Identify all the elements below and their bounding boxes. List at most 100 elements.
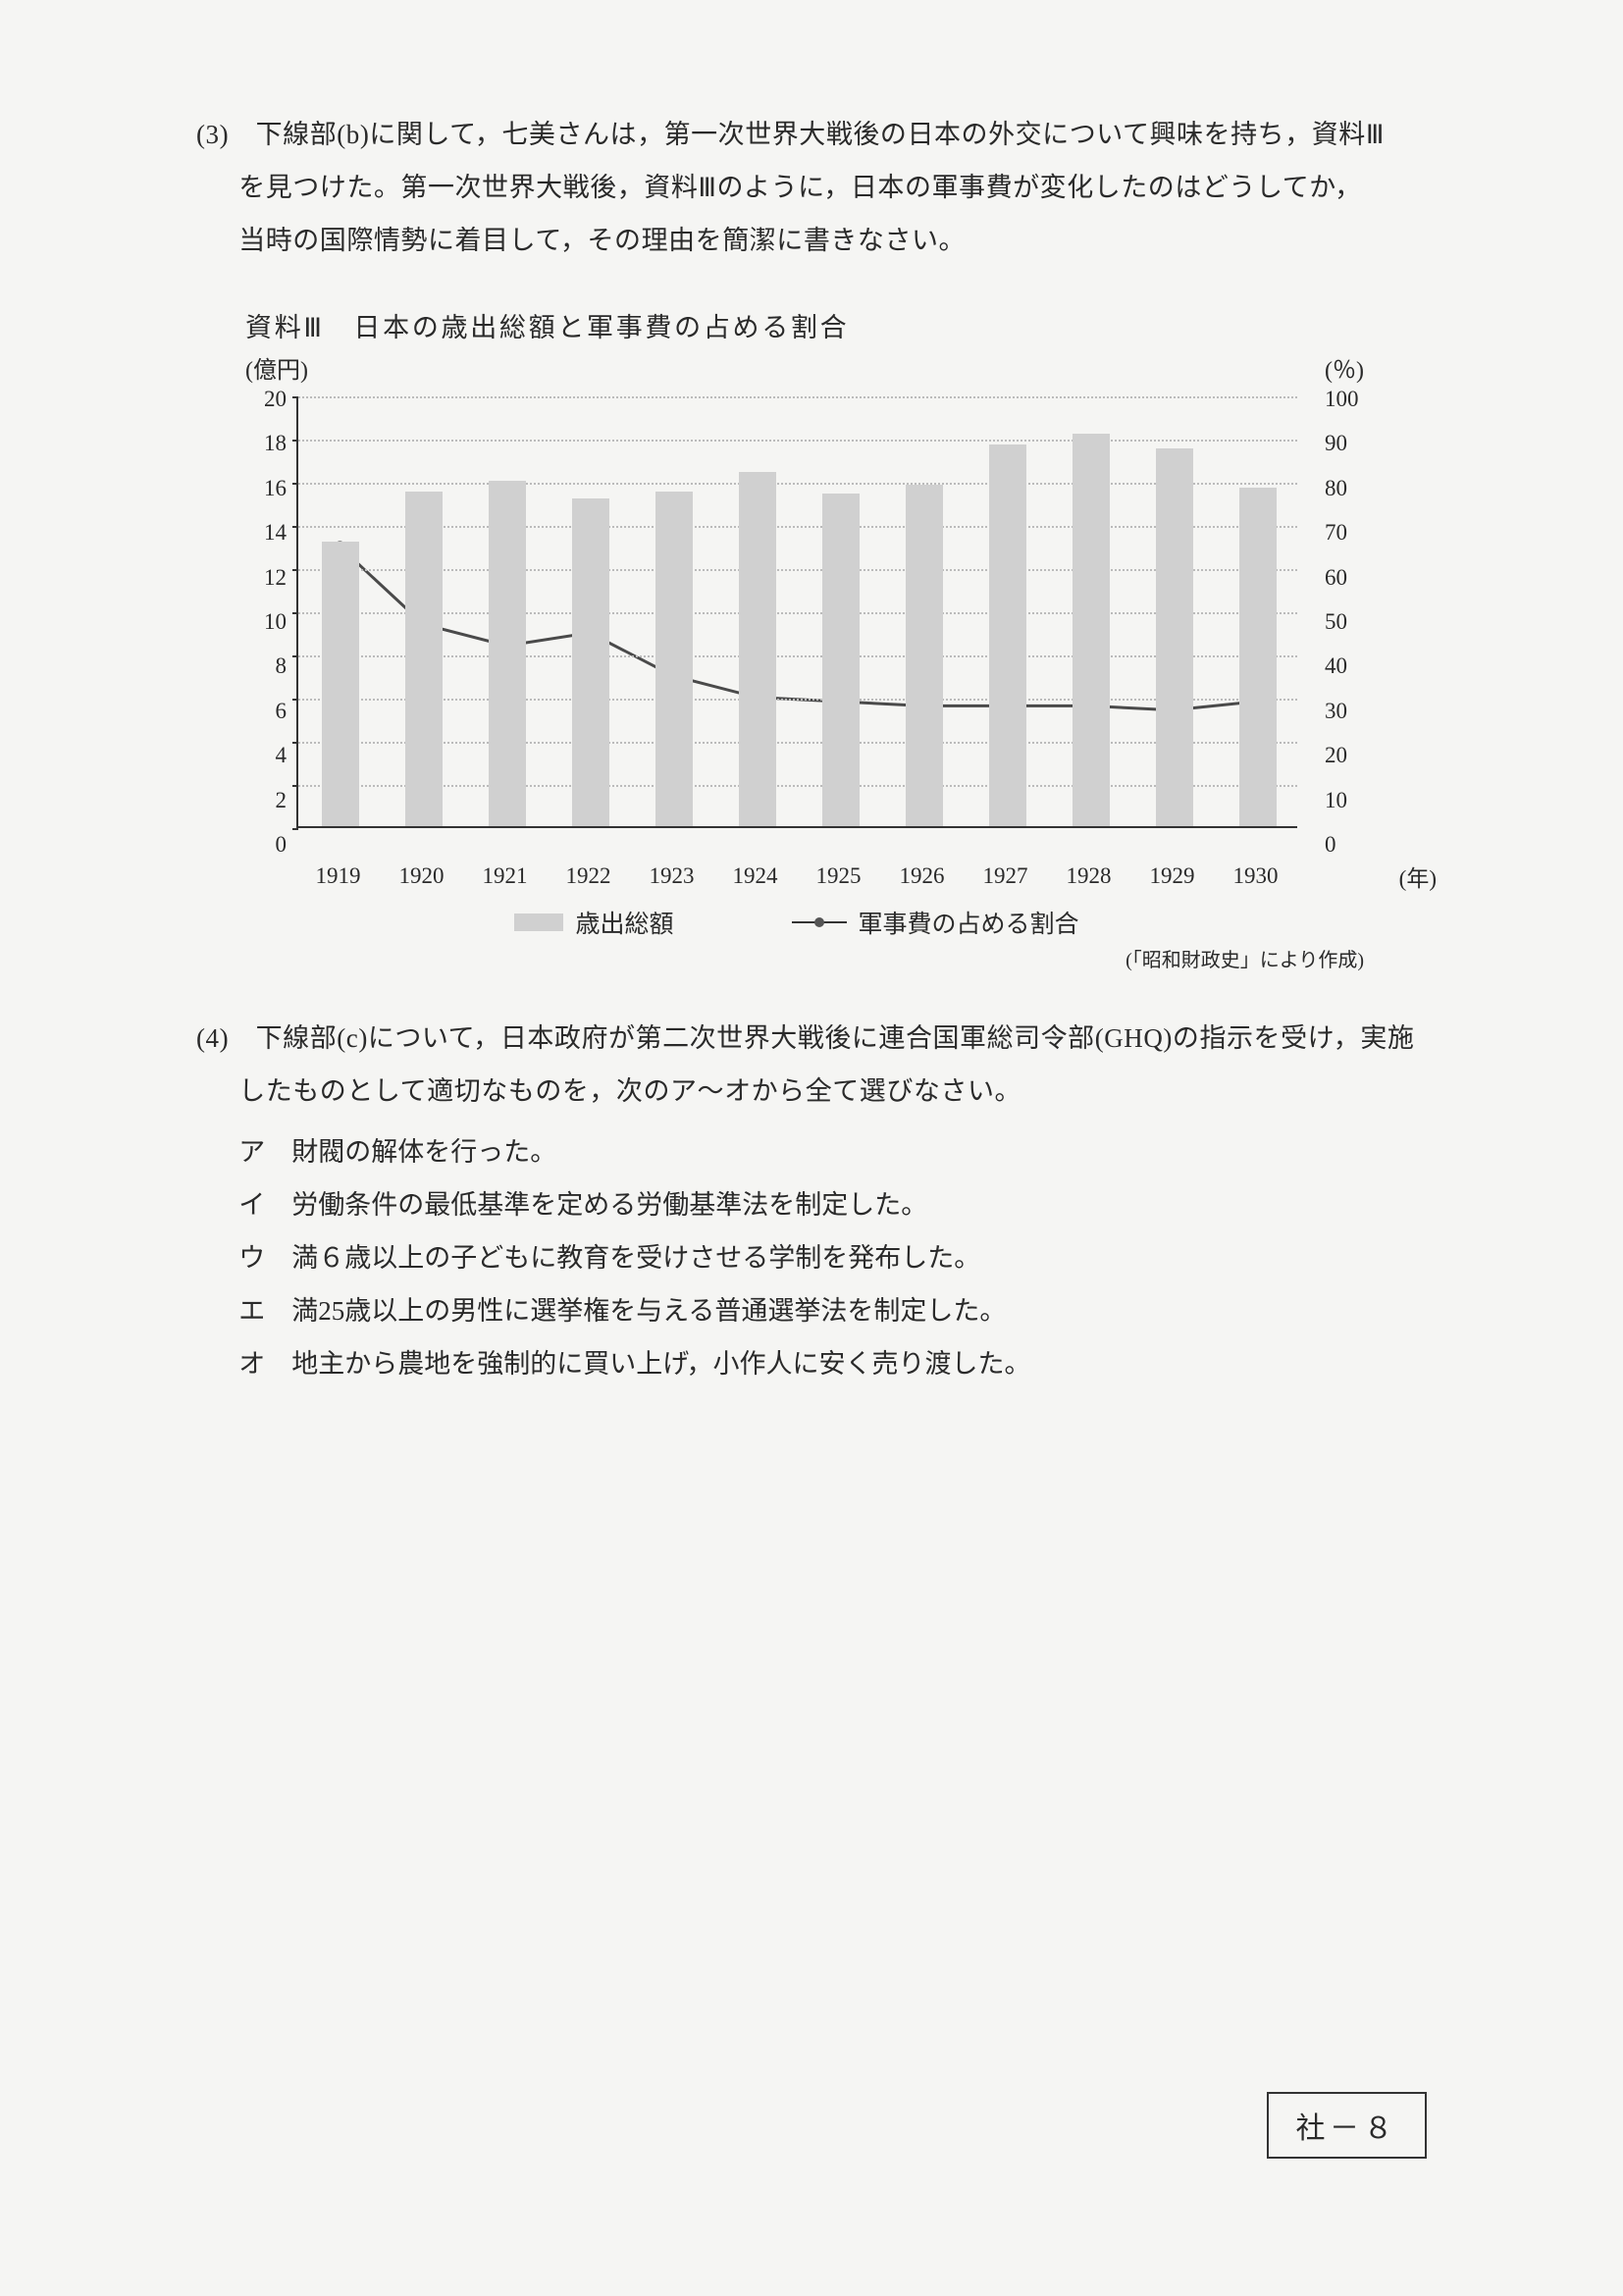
grid-line xyxy=(298,483,1297,485)
choice-item: イ 労働条件の最低基準を定める労働基準法を制定した。 xyxy=(196,1178,1446,1231)
grid-line xyxy=(298,785,1297,787)
q3-line1: (3) 下線部(b)に関して，七美さんは，第一次世界大戦後の日本の外交について興… xyxy=(196,108,1446,161)
legend-line-label: 軍事費の占める割合 xyxy=(859,905,1079,940)
bar xyxy=(1156,448,1193,826)
axis-notch xyxy=(292,742,298,744)
x-label: 1924 xyxy=(733,863,778,889)
bar xyxy=(739,472,776,826)
legend-bar-swatch xyxy=(514,913,563,931)
y-right-tick: 50 xyxy=(1325,609,1374,635)
line-series xyxy=(298,396,1297,826)
x-label: 1926 xyxy=(900,863,945,889)
chart-legend: 歳出総額 軍事費の占める割合 xyxy=(296,905,1297,940)
legend-bar-item: 歳出総額 xyxy=(514,905,673,940)
y-left-tick: 16 xyxy=(237,476,287,501)
bar xyxy=(489,481,526,826)
x-label: 1923 xyxy=(650,863,695,889)
grid-line xyxy=(298,612,1297,614)
y-right-tick: 80 xyxy=(1325,476,1374,501)
exam-page: (3) 下線部(b)に関して，七美さんは，第一次世界大戦後の日本の外交について興… xyxy=(0,0,1623,1488)
y-left-tick: 20 xyxy=(237,387,287,412)
axis-notch xyxy=(292,569,298,571)
x-axis-labels: 1919 1920 1921 1922 1923 1924 1925 1926 1927 1928… xyxy=(296,863,1297,893)
bar xyxy=(1239,488,1277,826)
y-right-tick: 100 xyxy=(1325,387,1374,412)
grid-line xyxy=(298,699,1297,701)
bar xyxy=(822,494,860,826)
y-left-tick: 8 xyxy=(237,653,287,679)
chart-area: 20181614121086420 1009080706050403020100… xyxy=(245,387,1364,858)
choice-item: エ 満25歳以上の男性に選挙権を与える普通選挙法を制定した。 xyxy=(196,1284,1446,1337)
x-unit: (年) xyxy=(1399,860,1437,893)
y-right-tick: 60 xyxy=(1325,565,1374,591)
y-left-tick: 2 xyxy=(237,788,287,813)
x-label: 1922 xyxy=(566,863,611,889)
axis-notch xyxy=(292,396,298,398)
y-right-tick: 10 xyxy=(1325,788,1374,813)
x-label: 1920 xyxy=(399,863,445,889)
bar xyxy=(906,485,943,826)
y-right-tick: 70 xyxy=(1325,520,1374,546)
y-left-tick: 12 xyxy=(237,565,287,591)
plot-area xyxy=(296,396,1297,828)
x-label: 1929 xyxy=(1150,863,1195,889)
grid-line xyxy=(298,742,1297,744)
bar xyxy=(1073,434,1110,826)
line-path xyxy=(340,547,1255,709)
y-right-tick: 20 xyxy=(1325,743,1374,768)
choice-item: ア 財閥の解体を行った。 xyxy=(196,1125,1446,1178)
y-left-tick: 4 xyxy=(237,743,287,768)
chart-title: 資料Ⅲ 日本の歳出総額と軍事費の占める割合 xyxy=(245,306,1446,344)
y-axis-left: 20181614121086420 xyxy=(237,387,287,858)
y-right-tick: 90 xyxy=(1325,431,1374,456)
grid-line xyxy=(298,569,1297,571)
axis-notch xyxy=(292,785,298,787)
grid-line xyxy=(298,655,1297,657)
chart-block: 資料Ⅲ 日本の歳出総額と軍事費の占める割合 (億円) (％) 201816141… xyxy=(245,306,1446,972)
x-label: 1927 xyxy=(983,863,1028,889)
choice-item: オ 地主から農地を強制的に買い上げ，小作人に安く売り渡した。 xyxy=(196,1337,1446,1390)
y-left-tick: 10 xyxy=(237,609,287,635)
x-label: 1925 xyxy=(816,863,862,889)
grid-line xyxy=(298,396,1297,398)
x-label: 1928 xyxy=(1067,863,1112,889)
y-right-tick: 0 xyxy=(1325,832,1374,858)
y-right-tick: 40 xyxy=(1325,653,1374,679)
question-4: (4) 下線部(c)について，日本政府が第二次世界大戦後に連合国軍総司令部(GH… xyxy=(196,1012,1446,1390)
q4-line2: したものとして適切なものを，次のア〜オから全て選びなさい。 xyxy=(196,1065,1446,1118)
axis-notch xyxy=(292,699,298,701)
bar xyxy=(322,542,359,826)
y-left-tick: 0 xyxy=(237,832,287,858)
q3-line3: 当時の国際情勢に着目して，その理由を簡潔に書きなさい。 xyxy=(196,214,1446,267)
q4-line1: (4) 下線部(c)について，日本政府が第二次世界大戦後に連合国軍総司令部(GH… xyxy=(196,1012,1446,1065)
axis-notch xyxy=(292,440,298,442)
x-label: 1930 xyxy=(1233,863,1279,889)
legend-line-swatch xyxy=(792,921,847,923)
grid-line xyxy=(298,526,1297,528)
bar xyxy=(572,498,609,826)
y-right-unit: (％) xyxy=(1325,350,1364,385)
axis-notch xyxy=(292,526,298,528)
choice-item: ウ 満６歳以上の子どもに教育を受けさせる学制を発布した。 xyxy=(196,1231,1446,1284)
q3-line2: を見つけた。第一次世界大戦後，資料Ⅲのように，日本の軍事費が変化したのはどうして… xyxy=(196,161,1446,214)
bar xyxy=(405,492,443,826)
bar xyxy=(655,492,693,826)
axis-notch xyxy=(292,828,298,830)
x-label: 1919 xyxy=(316,863,361,889)
legend-line-item: 軍事費の占める割合 xyxy=(792,905,1079,940)
axis-notch xyxy=(292,655,298,657)
y-axis-right: 1009080706050403020100 xyxy=(1325,387,1374,858)
axis-notch xyxy=(292,612,298,614)
q4-choices: ア 財閥の解体を行った。イ 労働条件の最低基準を定める労働基準法を制定した。ウ … xyxy=(196,1125,1446,1390)
y-right-tick: 30 xyxy=(1325,699,1374,724)
chart-axis-units: (億円) (％) xyxy=(245,350,1364,385)
page-number: 社－８ xyxy=(1267,2092,1428,2159)
x-label: 1921 xyxy=(483,863,528,889)
y-left-unit: (億円) xyxy=(245,350,308,385)
y-left-tick: 6 xyxy=(237,699,287,724)
chart-source: (「昭和財政史」により作成) xyxy=(245,944,1364,972)
y-left-tick: 18 xyxy=(237,431,287,456)
axis-notch xyxy=(292,483,298,485)
bar xyxy=(989,444,1026,826)
legend-bar-label: 歳出総額 xyxy=(575,905,673,940)
